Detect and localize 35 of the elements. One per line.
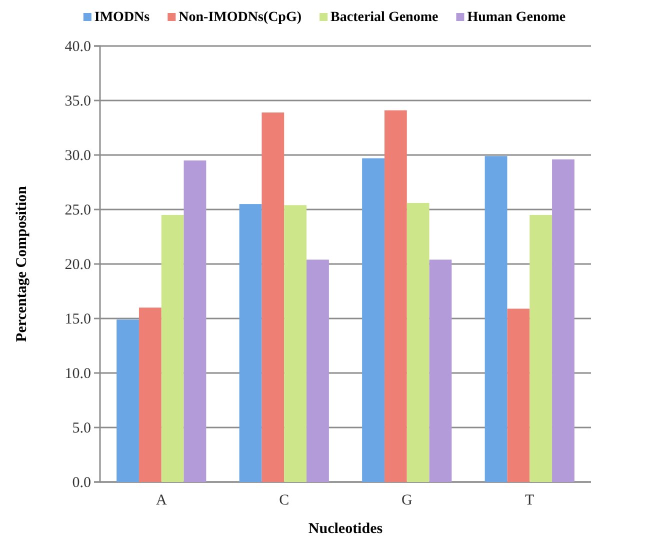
x-tick-label: T: [525, 492, 534, 509]
bar: [184, 160, 206, 482]
legend-label: IMODNs: [94, 10, 150, 25]
bar: [284, 205, 307, 482]
y-tick-label: 0.0: [72, 474, 91, 491]
y-tick-label: 10.0: [64, 366, 91, 382]
legend-label: Non-IMODNs(CpG): [178, 10, 302, 25]
y-tick-label: 35.0: [64, 93, 91, 110]
y-axis-title: Percentage Composition: [14, 185, 30, 342]
y-tick-label: 20.0: [64, 256, 91, 273]
bar: [138, 308, 162, 482]
bar: [530, 214, 552, 482]
y-tick-label: 5.0: [72, 420, 91, 436]
bar: [507, 308, 530, 482]
y-tick-label: 40.0: [64, 38, 91, 55]
bar: [362, 158, 384, 482]
y-tick-label: 15.0: [64, 311, 91, 328]
bar: [384, 110, 407, 482]
bar: [161, 214, 184, 482]
bar: [552, 159, 574, 482]
bar: [484, 156, 508, 482]
y-tick-label: 25.0: [64, 202, 91, 218]
x-tick-label: C: [279, 492, 290, 509]
legend-label: Bacterial Genome: [330, 10, 438, 25]
x-tick-label: G: [401, 492, 412, 509]
y-tick-label: 30.0: [64, 148, 91, 164]
bar: [262, 112, 284, 482]
bar: [406, 202, 430, 482]
legend-label: Human Genome: [467, 10, 566, 25]
x-tick-label: A: [156, 492, 167, 509]
bar: [239, 204, 262, 482]
bar: [116, 320, 139, 482]
x-axis-title: Nucleotides: [308, 521, 383, 537]
bar: [306, 260, 329, 482]
bar: [429, 260, 452, 482]
